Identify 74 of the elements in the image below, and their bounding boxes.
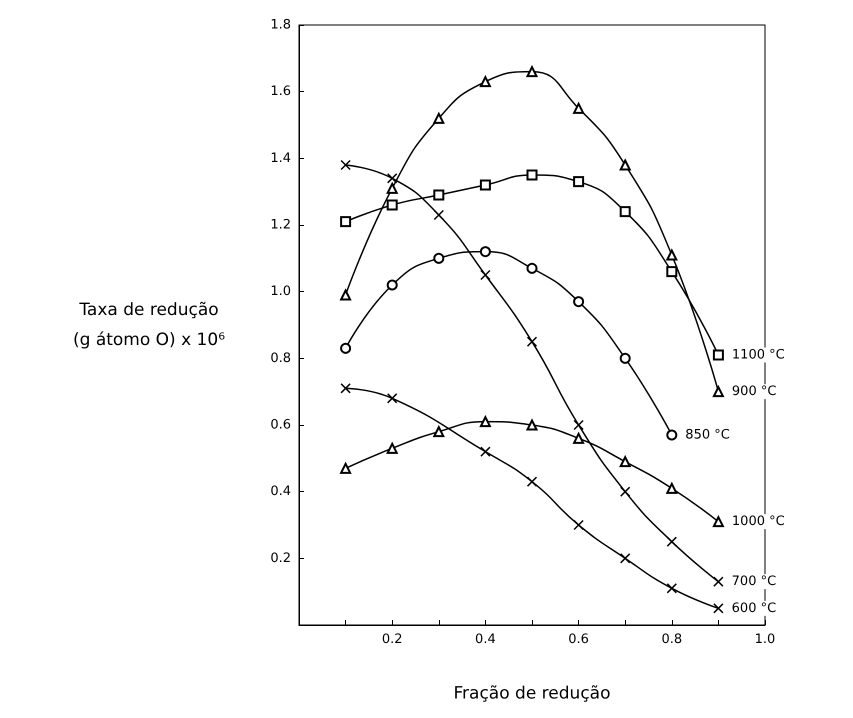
point xyxy=(526,476,538,487)
point xyxy=(340,383,351,394)
x-tick-label: 0.2 xyxy=(382,632,403,647)
point xyxy=(433,190,444,200)
point xyxy=(573,176,584,188)
point xyxy=(620,206,631,218)
point xyxy=(480,76,491,88)
point xyxy=(573,432,584,444)
point xyxy=(480,246,491,258)
point xyxy=(340,160,351,170)
point xyxy=(620,486,630,497)
x-axis-title: Fração de redução xyxy=(454,684,610,704)
point xyxy=(526,262,538,274)
point xyxy=(386,393,398,404)
y-tick-label: 1.4 xyxy=(270,150,291,166)
point xyxy=(433,112,444,124)
y-tick-label: 0.4 xyxy=(270,484,291,500)
point xyxy=(712,350,724,360)
y-tick-label: 1.0 xyxy=(270,284,291,300)
series-label: 700 °C xyxy=(732,574,776,590)
y-tick-label: 0.6 xyxy=(270,418,291,432)
point xyxy=(386,173,398,184)
point xyxy=(620,352,631,364)
series-label: 900 °C xyxy=(732,384,776,400)
point xyxy=(666,482,678,494)
point xyxy=(666,266,678,278)
y-tick-label: 0.8 xyxy=(270,350,291,366)
point xyxy=(386,200,398,210)
point xyxy=(433,252,444,264)
y-axis-title: Taxa de redução (g átomo O) x 10⁶ xyxy=(72,300,226,350)
x-tick-label: 1.0 xyxy=(754,632,776,647)
point xyxy=(712,386,724,398)
point xyxy=(620,456,631,468)
point xyxy=(620,160,631,170)
point xyxy=(526,336,538,347)
point xyxy=(386,442,398,454)
y-tick-label: 1.2 xyxy=(270,218,291,232)
point xyxy=(573,102,584,114)
point xyxy=(713,576,724,587)
point xyxy=(712,516,724,528)
point xyxy=(433,426,444,438)
y-tick-label: 1.8 xyxy=(270,18,291,32)
point xyxy=(340,290,352,300)
x-tick-label: 0.6 xyxy=(568,632,589,647)
point xyxy=(526,420,538,430)
point xyxy=(340,462,352,474)
series-label: 1100 °C xyxy=(732,348,785,362)
point xyxy=(386,280,398,290)
point xyxy=(480,180,491,190)
point xyxy=(480,446,491,457)
point xyxy=(526,66,538,78)
point xyxy=(340,216,352,228)
point xyxy=(386,182,398,194)
y-tick-label: 0.2 xyxy=(270,550,291,566)
point xyxy=(480,416,491,428)
series-label: 600 °C xyxy=(732,600,776,616)
series-label: 850 °C xyxy=(685,428,730,442)
point xyxy=(573,520,584,530)
point xyxy=(666,430,678,440)
point xyxy=(666,536,678,547)
point xyxy=(573,420,584,430)
point xyxy=(340,342,352,354)
point xyxy=(573,296,584,308)
point xyxy=(713,603,724,614)
point xyxy=(434,210,444,220)
point xyxy=(666,250,678,260)
point xyxy=(526,170,538,180)
point xyxy=(666,583,678,594)
point xyxy=(480,270,491,280)
x-tick-label: 0.4 xyxy=(475,632,496,647)
x-tick-label: 0.8 xyxy=(661,632,682,647)
series-label: 1000 °C xyxy=(732,514,785,530)
y-tick-label: 1.6 xyxy=(270,84,291,100)
point xyxy=(620,553,630,564)
